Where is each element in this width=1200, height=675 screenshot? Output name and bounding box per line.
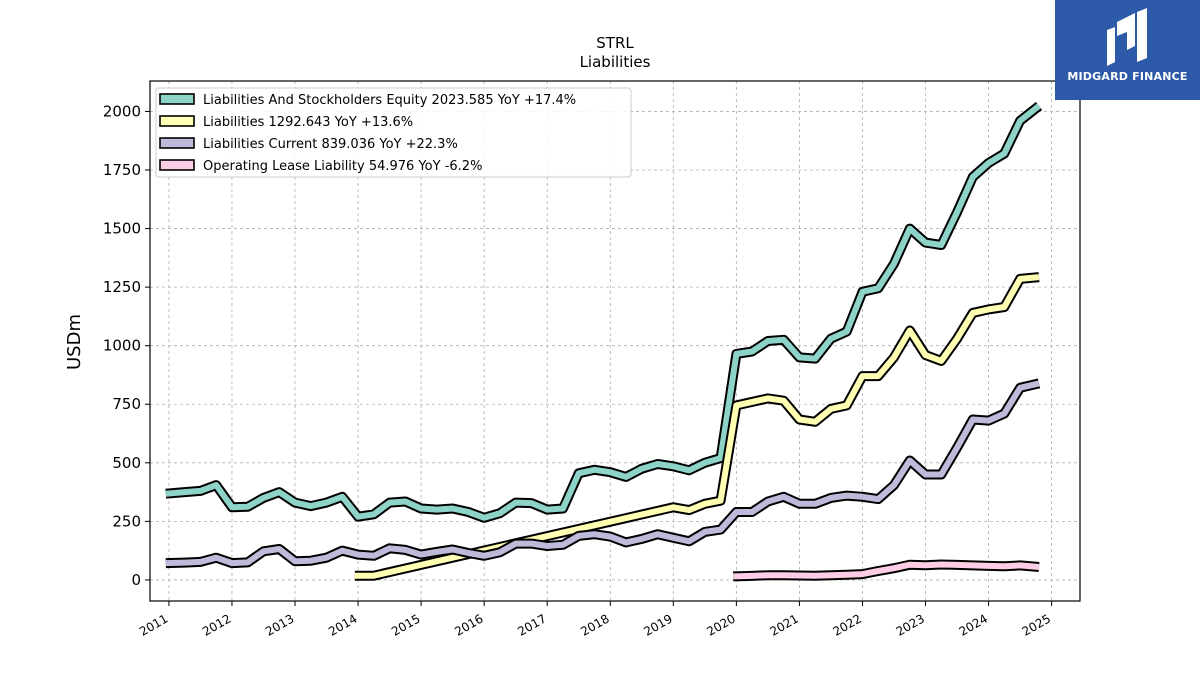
series-line — [165, 103, 1041, 521]
series-1 — [354, 272, 1040, 581]
legend-swatch — [159, 159, 195, 171]
x-tick-label: 2012 — [200, 611, 233, 638]
series-layer — [165, 101, 1043, 582]
series-2 — [165, 378, 1041, 569]
x-tick-label: 2021 — [767, 611, 800, 638]
x-tick-label: 2022 — [831, 611, 864, 638]
y-axis-label: USDm — [64, 314, 85, 370]
y-tick-label: 1250 — [103, 278, 141, 296]
legend-entry: Operating Lease Liability 54.976 YoY -6.… — [203, 159, 482, 174]
x-tick-label: 2011 — [137, 611, 170, 638]
legend-entry: Liabilities And Stockholders Equity 2023… — [203, 93, 576, 108]
series-3 — [733, 559, 1040, 582]
legend-swatch — [159, 93, 195, 105]
chart-title: STRL — [596, 34, 634, 52]
x-tick-label: 2016 — [452, 611, 485, 638]
legend-box — [155, 87, 632, 178]
x-tick-label: 2025 — [1020, 611, 1053, 638]
x-tick-label: 2019 — [641, 611, 674, 638]
series-line — [733, 561, 1040, 580]
legend-entry: Liabilities Current 839.036 YoY +22.3% — [203, 137, 458, 152]
logo-text: MIDGARD FINANCE — [1067, 70, 1188, 83]
legend-entry: Liabilities 1292.643 YoY +13.6% — [203, 115, 413, 130]
y-tick-label: 500 — [112, 454, 141, 472]
x-tick-label: 2023 — [894, 611, 927, 638]
x-tick-label: 2018 — [578, 611, 611, 638]
legend-swatch — [159, 115, 195, 127]
y-tick-label: 750 — [112, 395, 141, 413]
series-line — [165, 380, 1040, 567]
y-tick-label: 1750 — [103, 161, 141, 179]
midgard-finance-logo: MIDGARD FINANCE — [1055, 0, 1200, 100]
plot-frame — [149, 80, 1081, 602]
y-tick-label: 2000 — [103, 102, 141, 120]
x-tick-label: 2017 — [515, 611, 548, 638]
logo-mark-icon — [1107, 8, 1147, 66]
x-tick-label: 2015 — [389, 611, 422, 638]
series-0 — [165, 101, 1043, 523]
y-tick-label: 1500 — [103, 220, 141, 238]
legend: Liabilities And Stockholders Equity 2023… — [155, 87, 632, 178]
legend-swatch — [159, 137, 195, 149]
x-tick-label: 2013 — [263, 611, 296, 638]
chart-subtitle: Liabilities — [580, 53, 651, 71]
x-tick-label: 2024 — [957, 611, 990, 638]
y-tick-label: 250 — [112, 512, 141, 530]
x-tick-label: 2014 — [326, 611, 359, 638]
y-ticks: 0 250 500 750 1000 1250 1500 1750 2000 — [103, 102, 150, 589]
y-tick-label: 1000 — [103, 337, 141, 355]
x-ticks: 2011 2012 2013 2014 2015 2016 2017 2018 2019 2020… — [137, 601, 1053, 639]
x-tick-label: 2020 — [704, 611, 737, 638]
series-line — [354, 274, 1040, 579]
y-tick-label: 0 — [131, 571, 141, 589]
